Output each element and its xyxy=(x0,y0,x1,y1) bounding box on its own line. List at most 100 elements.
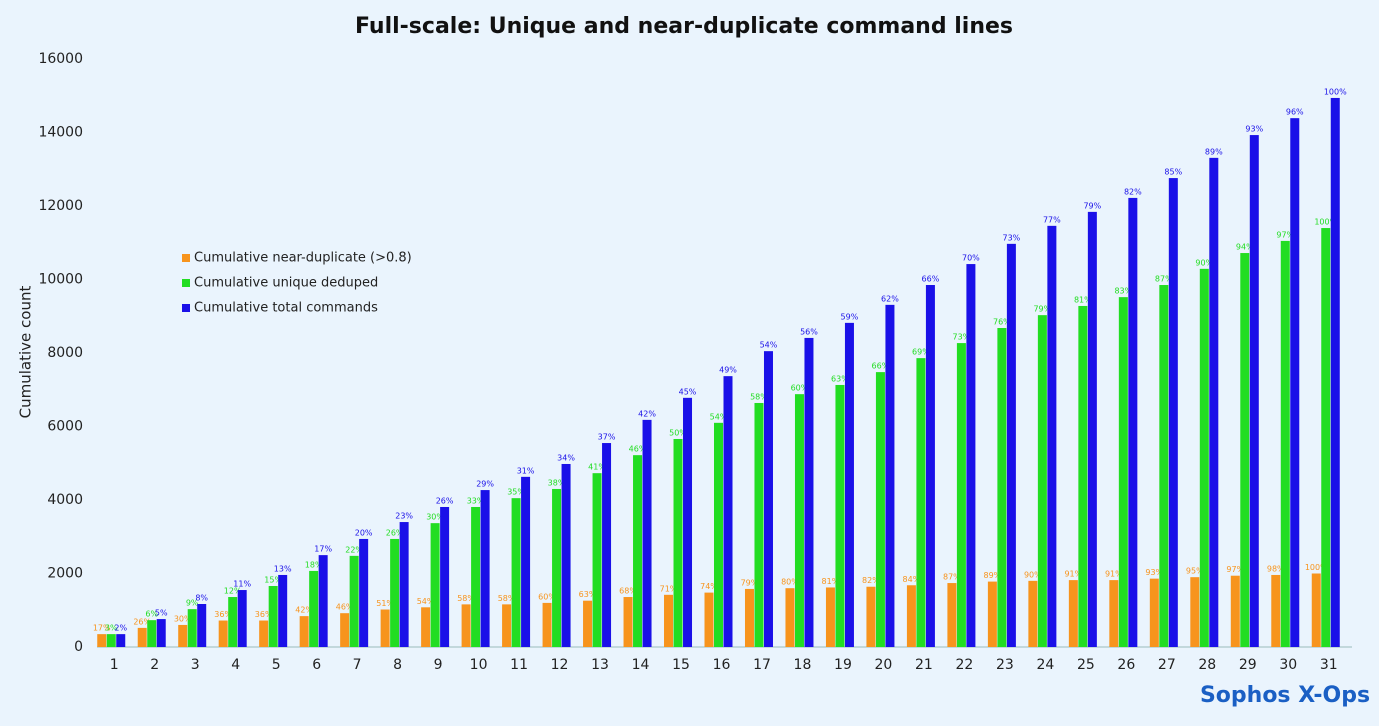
bar xyxy=(521,476,531,647)
bar xyxy=(1199,268,1209,647)
percent-label: 13% xyxy=(274,564,292,573)
percent-label: 58% xyxy=(498,594,516,603)
bar xyxy=(228,597,238,647)
bar xyxy=(1068,580,1078,647)
bar xyxy=(116,634,126,647)
percent-label: 37% xyxy=(598,433,616,442)
bar xyxy=(1240,253,1250,648)
percent-label: 42% xyxy=(295,606,313,615)
percent-label: 73% xyxy=(953,333,971,342)
percent-label: 89% xyxy=(1205,147,1223,156)
bar xyxy=(340,613,350,647)
chart-title: Full-scale: Unique and near-duplicate co… xyxy=(355,14,1013,39)
percent-label: 54% xyxy=(710,412,728,421)
bar xyxy=(794,394,804,647)
bar xyxy=(552,488,562,647)
x-tick-label: 21 xyxy=(915,657,933,673)
legend-swatch xyxy=(182,254,190,262)
bar xyxy=(956,343,966,647)
bar xyxy=(664,594,674,647)
bar xyxy=(197,604,207,647)
x-tick-label: 31 xyxy=(1320,657,1338,673)
bar xyxy=(987,581,997,647)
bar xyxy=(359,538,369,647)
percent-label: 97% xyxy=(1226,565,1244,574)
bar xyxy=(430,523,440,647)
percent-label: 82% xyxy=(1124,187,1142,196)
x-tick-label: 9 xyxy=(434,657,443,673)
bar xyxy=(1330,97,1340,647)
bar xyxy=(602,443,612,647)
bar xyxy=(259,620,269,647)
percent-label: 100% xyxy=(1314,218,1337,227)
percent-label: 49% xyxy=(719,366,737,375)
bar xyxy=(502,604,512,647)
x-tick-label: 20 xyxy=(875,657,893,673)
percent-label: 100% xyxy=(1324,87,1347,96)
bar xyxy=(542,602,552,647)
bar xyxy=(480,490,490,647)
bar xyxy=(1168,178,1178,647)
percent-label: 87% xyxy=(943,573,961,582)
percent-label: 42% xyxy=(638,409,656,418)
percent-label: 36% xyxy=(255,610,273,619)
percent-label: 74% xyxy=(700,582,718,591)
bar xyxy=(218,620,228,647)
percent-label: 81% xyxy=(822,577,840,586)
x-tick-label: 1 xyxy=(110,657,119,673)
percent-label: 66% xyxy=(872,362,890,371)
x-tick-label: 3 xyxy=(191,657,200,673)
x-tick-label: 10 xyxy=(470,657,488,673)
bar xyxy=(318,555,328,647)
bar xyxy=(642,419,652,647)
x-tick-label: 2 xyxy=(150,657,159,673)
bar xyxy=(390,538,400,647)
percent-label: 68% xyxy=(619,587,637,596)
bar xyxy=(1321,228,1331,648)
x-tick-label: 19 xyxy=(834,657,852,673)
bar xyxy=(1037,315,1047,647)
x-tick-label: 18 xyxy=(794,657,812,673)
x-tick-label: 24 xyxy=(1036,657,1054,673)
x-tick-label: 22 xyxy=(955,657,973,673)
percent-label: 87% xyxy=(1155,275,1173,284)
percent-label: 17% xyxy=(93,624,111,633)
bar xyxy=(1047,225,1057,647)
bar xyxy=(763,351,773,647)
x-tick-label: 12 xyxy=(551,657,569,673)
percent-label: 90% xyxy=(1024,570,1042,579)
x-tick-label: 15 xyxy=(672,657,690,673)
x-tick-label: 7 xyxy=(353,657,362,673)
bar xyxy=(947,583,957,647)
y-axis-label: Cumulative count xyxy=(17,286,35,419)
y-tick-label: 14000 xyxy=(38,125,83,141)
bar xyxy=(592,473,602,647)
percent-label: 77% xyxy=(1043,215,1061,224)
bar xyxy=(997,328,1007,647)
y-tick-label: 12000 xyxy=(38,198,83,214)
bar xyxy=(106,634,116,647)
percent-label: 51% xyxy=(376,599,394,608)
percent-label: 58% xyxy=(750,392,768,401)
x-tick-label: 23 xyxy=(996,657,1014,673)
x-tick-label: 4 xyxy=(231,657,240,673)
legend-swatch xyxy=(182,304,190,312)
bar xyxy=(380,609,390,647)
percent-label: 93% xyxy=(1145,568,1163,577)
bar xyxy=(1159,285,1169,647)
percent-label: 20% xyxy=(355,528,373,537)
percent-label: 90% xyxy=(1195,258,1213,267)
bar xyxy=(278,574,288,647)
x-tick-label: 27 xyxy=(1158,657,1176,673)
percent-label: 54% xyxy=(760,341,778,350)
bar xyxy=(744,588,754,647)
bar xyxy=(906,585,916,647)
percent-label: 60% xyxy=(791,384,809,393)
percent-label: 9% xyxy=(186,599,199,608)
bar xyxy=(875,372,885,647)
percent-label: 73% xyxy=(1002,233,1020,242)
percent-label: 8% xyxy=(195,594,208,603)
bar xyxy=(268,585,278,647)
percent-label: 98% xyxy=(1267,564,1285,573)
